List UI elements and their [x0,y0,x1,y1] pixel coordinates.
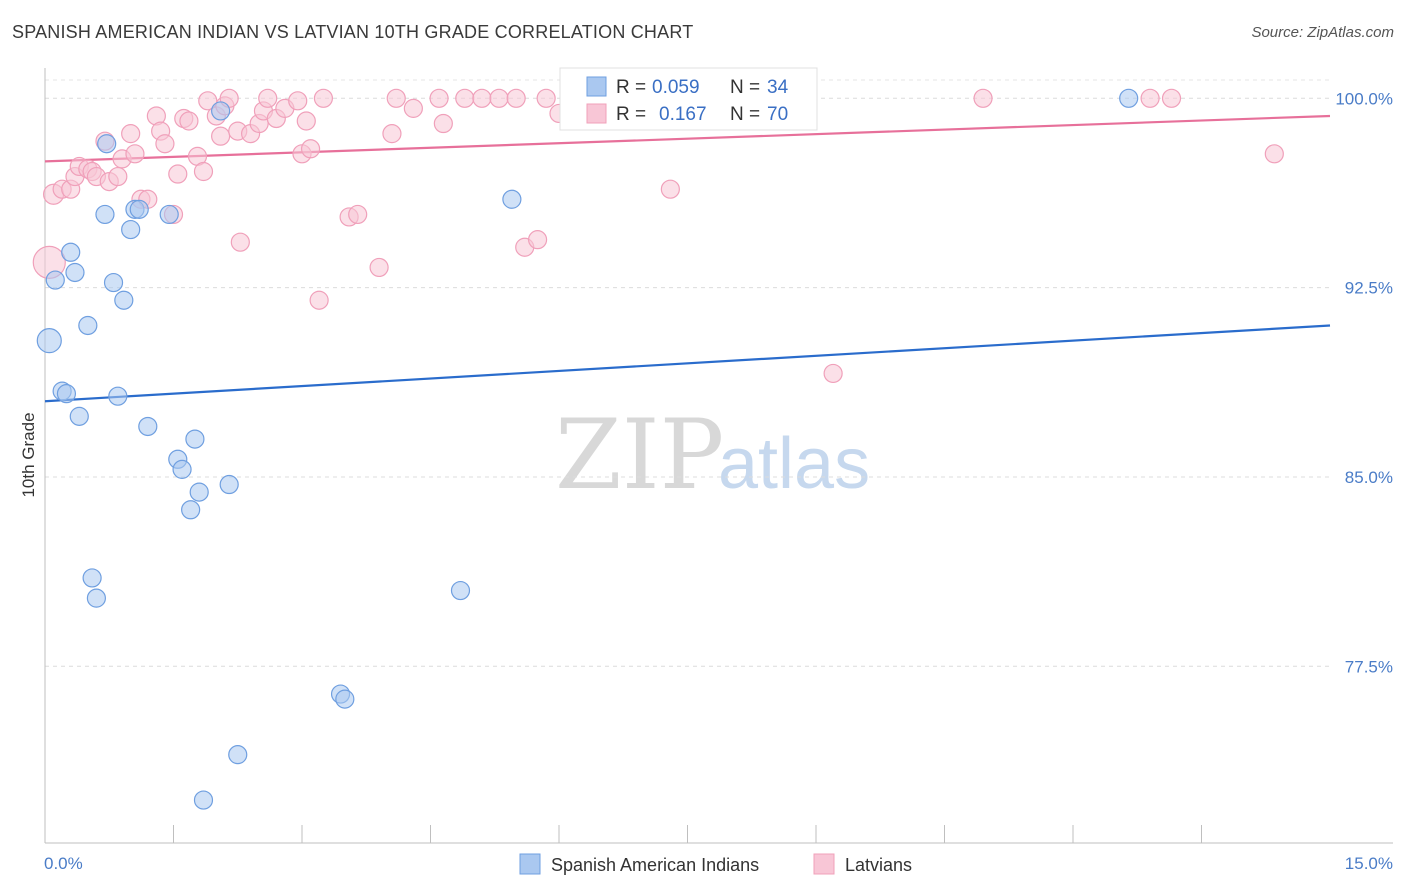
point-series-1-49 [386,88,406,108]
legend-r-value-1: 0.167 [659,104,707,125]
bottom-legend: Spanish American Indians Latvians [519,853,912,875]
point-series-0-18 [138,416,158,437]
point-series-1-67 [1264,144,1284,164]
point-series-1-52 [433,113,453,134]
point-series-1-11 [108,166,128,187]
data-points [32,88,1284,810]
point-series-0-21 [172,459,192,479]
point-series-1-19 [155,134,175,154]
point-series-1-41 [296,111,316,131]
point-series-0-22 [185,429,205,449]
point-series-1-63 [823,363,843,384]
point-series-0-11 [97,134,117,154]
point-series-1-64 [973,88,993,108]
y-tick-label-2: 85.0% [1345,468,1393,487]
legend-n-label-1: N = [730,104,760,125]
legend-swatch-series-1 [586,103,607,124]
point-series-1-47 [369,257,389,278]
point-series-1-51 [429,88,449,108]
point-series-1-44 [313,88,334,108]
point-series-1-43 [309,290,329,310]
point-series-1-50 [403,98,423,118]
legend-r-label-0: R = [616,77,646,98]
y-axis-label: 10th Grade [19,412,38,497]
legend-n-value-1: 70 [767,104,788,125]
point-series-1-14 [125,144,145,164]
gridlines [45,79,1330,667]
point-series-0-24 [189,482,209,502]
point-series-1-32 [230,232,250,252]
point-series-1-66 [1161,88,1182,108]
point-series-1-65 [1140,88,1160,108]
point-series-0-10 [95,204,115,225]
x-tick-label-0: 0.0% [44,854,83,873]
trend-lines [44,114,1331,403]
point-series-0-23 [181,500,201,520]
point-series-0-19 [159,204,179,225]
y-tick-label-1: 92.5% [1345,279,1393,298]
watermark: ZIP atlas [555,399,870,511]
trend-line-series-0 [44,324,1331,403]
point-series-0-7 [78,315,98,336]
point-series-0-28 [228,745,248,765]
legend-r-label-1: R = [616,104,646,125]
point-series-1-58 [527,230,548,250]
legend-n-value-0: 34 [767,77,789,98]
point-series-0-1 [45,270,65,290]
chart-title: SPANISH AMERICAN INDIAN VS LATVIAN 10TH … [12,22,694,42]
point-series-0-8 [82,568,102,588]
point-series-0-31 [450,580,471,601]
point-series-0-26 [211,101,231,121]
point-series-1-53 [455,88,475,108]
point-series-1-42 [300,139,321,159]
watermark-atlas: atlas [718,424,870,504]
point-series-1-13 [121,124,141,144]
watermark-zip: ZIP [555,399,724,511]
bottom-legend-label-latvians: Latvians [845,855,912,875]
point-series-1-46 [348,204,368,225]
y-tick-label-0: 100.0% [1335,89,1393,108]
point-series-1-56 [506,88,526,108]
point-series-0-27 [219,474,239,495]
point-series-0-9 [86,588,107,608]
trend-line-series-1 [44,114,1331,163]
top-legend: R = 0.059 N = 34 R = 0.167 N = 70 [559,67,818,131]
point-series-1-25 [193,161,214,182]
bottom-legend-label-spanish-american-indians: Spanish American Indians [551,855,759,875]
point-series-0-30 [335,689,355,709]
point-series-0-3 [65,262,85,283]
point-series-1-54 [472,88,492,108]
point-series-1-55 [489,88,509,108]
point-series-0-33 [1119,88,1139,108]
point-series-0-6 [69,406,89,426]
chart-source: Source: ZipAtlas.com [1251,24,1394,41]
point-series-0-5 [56,384,77,404]
point-series-0-2 [61,242,81,262]
x-tick-label-1: 15.0% [1345,854,1393,873]
point-series-1-36 [258,88,278,108]
point-series-1-23 [179,111,199,131]
point-series-0-25 [193,790,214,810]
y-tick-label-3: 77.5% [1345,657,1393,676]
point-series-0-17 [129,199,149,219]
legend-n-label-0: N = [730,77,760,98]
point-series-0-32 [502,189,522,209]
point-series-0-0 [36,328,62,354]
legend-swatch-series-0 [586,76,607,97]
bottom-legend-swatch-spanish-american-indians [519,853,541,875]
bottom-legend-swatch-latvians [813,853,835,875]
point-series-1-39 [288,91,308,111]
point-series-1-21 [168,164,188,184]
point-series-1-59 [536,88,556,108]
point-series-1-61 [660,179,680,199]
legend-r-value-0: 0.059 [652,77,700,98]
point-series-1-28 [211,126,231,146]
point-series-1-48 [382,124,402,144]
point-series-0-14 [114,290,134,310]
point-series-0-13 [108,386,128,406]
tick-labels: 100.0% 92.5% 85.0% 77.5% 0.0% 15.0% [44,89,1393,873]
point-series-0-15 [121,219,141,240]
point-series-0-12 [103,272,124,293]
